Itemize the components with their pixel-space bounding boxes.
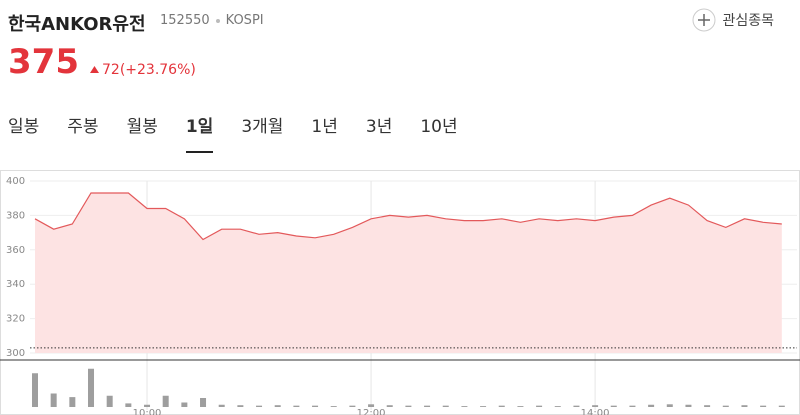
volume-bar: [50, 393, 57, 407]
y-tick-label: 360: [6, 245, 25, 256]
up-icon: [90, 66, 99, 73]
volume-bar: [69, 397, 76, 407]
y-tick-label: 320: [6, 314, 25, 325]
volume-bar: [554, 406, 561, 407]
volume-bar: [629, 405, 636, 407]
volume-bar: [480, 406, 487, 407]
plus-icon: [692, 8, 716, 32]
tab[interactable]: 3개월: [241, 117, 284, 137]
y-tick-label: 400: [6, 176, 25, 187]
volume-bar: [442, 405, 449, 407]
volume-bar: [386, 405, 393, 407]
tab[interactable]: 월봉: [126, 117, 158, 137]
change-text: 72(+23.76%): [102, 62, 196, 78]
volume-bar: [106, 395, 113, 407]
volume-bar: [181, 402, 188, 407]
change: 72(+23.76%): [90, 62, 196, 78]
tabs: 일봉 주봉 월봉 1일 3개월 1년 3년 10년: [8, 112, 486, 153]
volume-bar: [685, 404, 692, 407]
separator: [215, 18, 220, 23]
volume-bar: [592, 405, 599, 407]
volume-bar: [312, 405, 319, 407]
stock-code: 152550: [160, 13, 210, 28]
volume-bar: [162, 395, 169, 407]
y-tick-label: 300: [6, 348, 25, 359]
volume-bar: [666, 404, 673, 407]
tab[interactable]: 주봉: [67, 117, 99, 137]
volume-bar: [648, 404, 655, 407]
volume-bar: [722, 405, 729, 407]
tab[interactable]: 3년: [365, 117, 393, 137]
tab[interactable]: 10년: [420, 117, 458, 137]
y-tick-label: 380: [6, 210, 25, 221]
volume-bar: [741, 405, 748, 407]
volume-bar: [461, 406, 468, 407]
stock-name: 한국ANKOR유전: [8, 14, 146, 35]
watch-button[interactable]: 관심종목: [692, 8, 774, 32]
volume-bar: [704, 405, 711, 407]
volume-bar: [424, 405, 431, 407]
volume-bar: [760, 405, 767, 407]
volume-bar: [573, 405, 580, 407]
volume-bar: [256, 405, 263, 407]
volume-bar: [293, 405, 300, 407]
area-fill: [35, 193, 782, 353]
chart: 300 320 340 360 380 400 10:00 12:00 14:00: [0, 170, 800, 415]
tab[interactable]: 1일: [185, 112, 214, 153]
volume-bar: [330, 406, 337, 407]
price: 375: [8, 42, 79, 82]
x-tick-label: 10:00: [133, 408, 162, 415]
volume-bar: [237, 405, 244, 407]
volume-bar: [200, 398, 207, 407]
volume-bar: [368, 404, 375, 407]
volume-bar: [405, 405, 412, 407]
tab[interactable]: 일봉: [8, 117, 40, 137]
volume-bar: [88, 368, 95, 407]
volume-bar: [536, 405, 543, 407]
price-line: [34, 192, 782, 241]
volume-bar: [610, 405, 617, 407]
tab[interactable]: 1년: [311, 117, 338, 137]
stock-meta: 152550 KOSPI: [160, 13, 264, 28]
volume-bar: [218, 404, 225, 407]
volume-bar: [144, 404, 151, 407]
volume-bar: [778, 405, 785, 407]
volume-bar: [517, 406, 524, 407]
volume-bar: [498, 405, 505, 407]
x-tick-label: 14:00: [581, 408, 610, 415]
market: KOSPI: [225, 13, 264, 28]
x-tick-label: 12:00: [357, 408, 386, 415]
volume-bar: [349, 405, 356, 407]
watch-label: 관심종목: [722, 13, 774, 29]
y-tick-label: 340: [6, 279, 25, 290]
volume-bar: [32, 373, 38, 407]
volume-bar: [125, 403, 132, 407]
volume-bar: [274, 405, 281, 407]
